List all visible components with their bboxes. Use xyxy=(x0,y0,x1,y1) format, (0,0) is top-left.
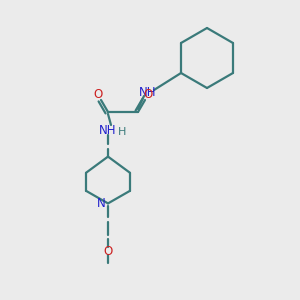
Text: N: N xyxy=(97,197,105,210)
Text: NH: NH xyxy=(99,124,117,136)
Text: O: O xyxy=(103,245,112,258)
Text: O: O xyxy=(93,88,103,101)
Text: H: H xyxy=(118,127,126,137)
Text: O: O xyxy=(143,88,153,101)
Text: NH: NH xyxy=(139,85,157,98)
